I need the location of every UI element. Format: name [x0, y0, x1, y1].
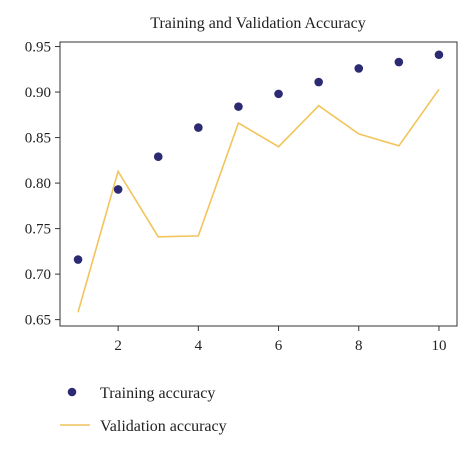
validation-accuracy-line [77, 88, 440, 313]
training-accuracy-point [394, 57, 404, 67]
y-tick-label: 0.65 [25, 313, 51, 329]
legend-validation-label: Validation accuracy [100, 418, 227, 435]
x-tick-label: 10 [431, 338, 446, 354]
chart-title: Training and Validation Accuracy [150, 15, 366, 32]
x-tick-label: 6 [275, 338, 283, 354]
y-tick-label: 0.75 [25, 222, 51, 238]
x-axis: 2 4 6 8 10 [114, 326, 446, 354]
training-accuracy-point [194, 123, 203, 132]
legend: Training accuracy Validation accuracy [60, 385, 227, 435]
x-tick-label: 2 [114, 338, 122, 354]
y-axis: 0.65 0.70 0.75 0.80 0.85 0.90 0.95 [25, 40, 60, 329]
legend-training-marker [67, 387, 77, 397]
plot-area-frame [59, 41, 458, 327]
series-layer [73, 50, 444, 313]
training-accuracy-point [234, 102, 243, 111]
y-tick-label: 0.95 [25, 40, 51, 56]
x-tick-label: 4 [195, 338, 203, 354]
legend-training-label: Training accuracy [100, 385, 215, 402]
training-accuracy-point [113, 185, 123, 194]
y-tick-label: 0.80 [25, 176, 51, 192]
training-accuracy-point [354, 64, 364, 73]
training-accuracy-point [153, 152, 163, 161]
training-accuracy-point [73, 255, 83, 264]
training-accuracy-point [314, 77, 323, 87]
y-tick-label: 0.85 [25, 131, 51, 147]
training-accuracy-point [274, 89, 283, 99]
y-tick-label: 0.70 [25, 267, 51, 283]
training-accuracy-point [434, 50, 444, 60]
y-tick-label: 0.90 [25, 85, 51, 101]
x-tick-label: 8 [355, 338, 363, 354]
